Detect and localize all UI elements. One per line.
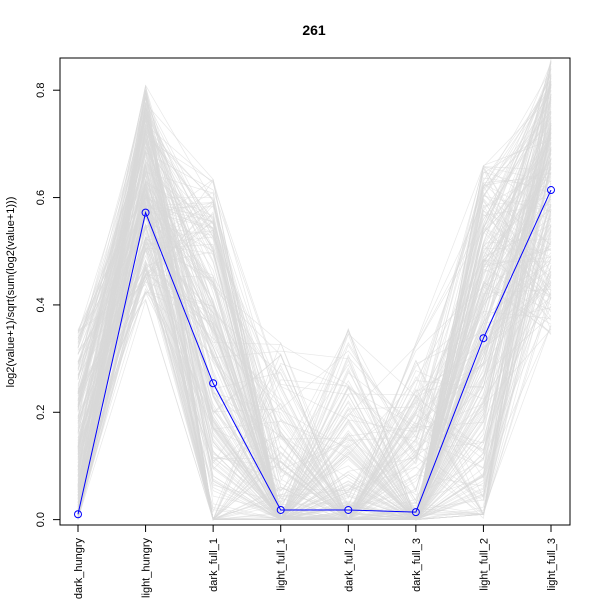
series-point [547, 186, 555, 195]
y-axis: 0.0 0.2 0.4 0.6 0.8 [35, 83, 60, 527]
background-profile-line [77, 130, 552, 520]
y-tick-label: 0.0 [35, 512, 47, 527]
background-profile-line [77, 159, 552, 521]
x-tick-label: dark_full_1 [208, 538, 220, 592]
x-tick-label: light_full_2 [478, 538, 490, 591]
chart-title: 261 [302, 22, 326, 38]
series-point [209, 379, 218, 388]
background-profile-line [77, 71, 552, 520]
y-tick-label: 0.2 [35, 405, 47, 420]
background-profile-line [77, 62, 552, 521]
series-point [141, 208, 150, 217]
background-profile-line [77, 180, 552, 520]
background-profile-line [77, 111, 552, 521]
background-profile-line [77, 138, 552, 520]
background-profile-line [77, 283, 552, 521]
background-profile-line [77, 183, 552, 520]
x-axis: dark_hungry light_hungry dark_full_1 light_… [73, 525, 558, 599]
plot-frame [59, 57, 571, 526]
series-layer [74, 186, 555, 519]
background-profile-line [77, 117, 552, 521]
background-profile-line [77, 195, 552, 521]
background-profile-line [77, 109, 552, 520]
series-point [344, 505, 353, 514]
background-profile-line [77, 227, 552, 520]
series-point [411, 508, 420, 517]
background-profile-line [77, 110, 552, 520]
y-axis-label: log2(value+1)/sqrt(sum(log2(value+1))) [5, 197, 17, 388]
background-profile-line [77, 259, 552, 521]
series-point [276, 505, 285, 514]
background-profile-line [77, 177, 552, 521]
background-profile-line [77, 163, 552, 520]
y-tick-label: 0.4 [35, 297, 47, 312]
y-tick-label: 0.6 [35, 190, 47, 205]
series-point [479, 334, 488, 343]
x-tick-label: light_full_1 [276, 538, 288, 591]
background-profile-line [77, 122, 552, 520]
background-profile-line [77, 97, 552, 521]
x-tick-label: light_full_3 [546, 538, 558, 591]
background-profile-line [77, 119, 552, 492]
x-tick-label: dark_full_2 [343, 538, 355, 592]
background-profile-line [77, 139, 552, 521]
background-profile-line [77, 98, 552, 516]
background-profile-line [77, 220, 552, 521]
background-profile-line [77, 125, 552, 515]
background-profile-line [77, 112, 552, 520]
x-tick-label: dark_hungry [73, 538, 85, 600]
background-lines [77, 59, 552, 521]
series-line [77, 189, 552, 515]
background-profile-line [77, 172, 552, 521]
series-point [74, 510, 82, 519]
x-tick-label: dark_full_3 [411, 538, 423, 592]
background-profile-line [77, 98, 552, 521]
y-tick-label: 0.8 [35, 83, 47, 98]
background-profile-line [77, 81, 552, 520]
background-profile-line [77, 215, 552, 520]
background-profile-line [77, 194, 552, 520]
background-profile-line [77, 173, 552, 521]
x-tick-label: light_hungry [141, 538, 153, 598]
background-profile-line [77, 86, 552, 521]
